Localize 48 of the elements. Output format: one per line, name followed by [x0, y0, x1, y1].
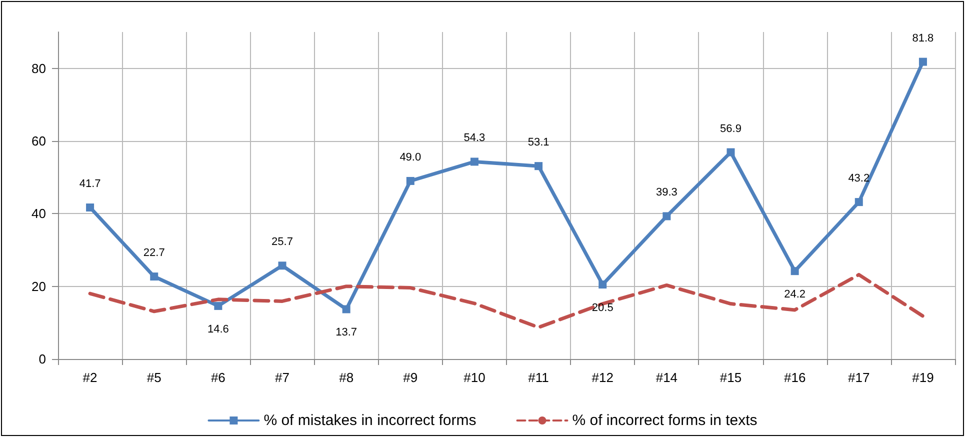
data-label: 25.7 — [272, 236, 293, 248]
data-label: 22.7 — [143, 247, 165, 260]
legend-label: % of incorrect forms in texts — [572, 412, 758, 429]
y-tick-label: 60 — [32, 134, 46, 148]
y-tick-label: 20 — [32, 278, 46, 294]
data-label: 14.6 — [207, 323, 229, 336]
point — [470, 158, 478, 166]
x-tick-label: #8 — [339, 370, 354, 385]
x-tick-label: #6 — [210, 370, 226, 385]
x-tick-label: #12 — [592, 370, 614, 385]
legend-label: % of mistakes in incorrect forms — [264, 412, 476, 429]
x-tick-label: #19 — [912, 370, 934, 385]
point — [86, 203, 94, 212]
data-label: 41.7 — [79, 178, 101, 190]
x-tick-label: #5 — [146, 370, 162, 385]
data-label: 20.5 — [592, 302, 614, 314]
data-label: 56.9 — [720, 122, 742, 135]
data-label: 81.8 — [912, 32, 934, 44]
data-label: 13.7 — [336, 326, 358, 339]
point — [150, 272, 158, 281]
data-label: 24.2 — [784, 288, 806, 301]
point — [918, 58, 927, 66]
y-tick-label: 0 — [38, 352, 46, 366]
point — [278, 262, 286, 270]
point — [790, 267, 799, 276]
x-tick-label: #2 — [82, 370, 98, 385]
x-tick-label: #10 — [464, 370, 486, 385]
x-tick-label: #9 — [403, 370, 418, 385]
x-tick-label: #15 — [720, 370, 742, 385]
point — [854, 198, 863, 206]
data-label: 49.0 — [400, 151, 422, 164]
data-label: 54.3 — [464, 132, 486, 144]
x-tick-label: #17 — [848, 370, 870, 385]
point — [406, 176, 414, 185]
point — [214, 302, 222, 310]
y-tick-label: 80 — [32, 60, 46, 76]
y-tick-label: 40 — [32, 206, 46, 222]
point — [598, 280, 607, 289]
point — [662, 212, 671, 220]
data-label: 39.3 — [656, 186, 678, 199]
point — [534, 162, 543, 170]
data-label: 53.1 — [528, 136, 550, 149]
x-tick-label: #7 — [275, 370, 290, 385]
x-tick-label: #16 — [784, 370, 806, 385]
x-tick-label: #14 — [656, 370, 678, 385]
x-tick-label: #11 — [528, 370, 549, 385]
point — [726, 148, 735, 156]
point — [342, 305, 350, 314]
